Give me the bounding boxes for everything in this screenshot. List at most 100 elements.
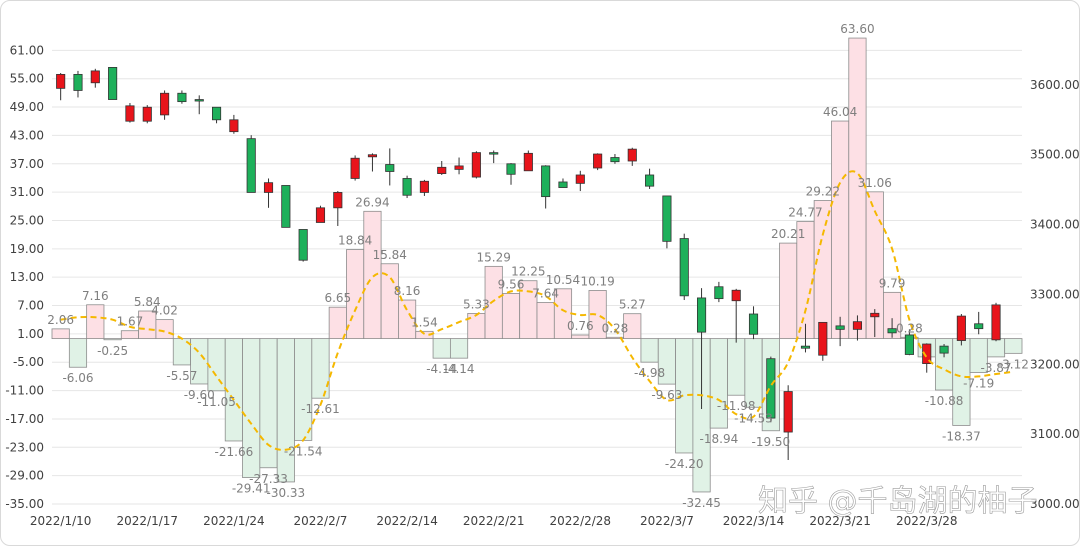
candle-body [541,165,551,198]
candle-body [333,192,343,209]
histogram-bar [883,291,902,340]
bar-data-label: -4.14 [426,362,457,376]
bar-data-label: -7.19 [963,377,994,391]
candle-body [748,313,759,335]
candle-body [108,67,118,100]
histogram-bar [259,338,278,469]
bar-data-label: -9.63 [651,388,682,402]
bar-data-label: -12.61 [301,402,340,416]
candle-body [194,99,204,102]
histogram-bar [51,328,70,340]
candle-body [558,181,568,188]
y-axis-left-tick-label: 61.00 [10,43,44,57]
bar-data-label: 15.84 [373,248,407,262]
histogram-bar [501,293,521,340]
histogram-bar [294,338,313,441]
histogram-bar [813,200,832,340]
candle-body [402,178,412,196]
y-axis-right-tick-label: 3500.00 [1030,148,1080,162]
histogram-bar [311,338,330,399]
x-axis-date-label: 2022/2/7 [294,514,348,528]
bar-data-label: -9.60 [184,388,215,402]
y-axis-left-tick-label: 1.00 [17,327,44,341]
candle-body [73,73,83,91]
histogram-bar [432,338,451,359]
candle-body [471,152,481,178]
candle-body [437,166,447,174]
histogram-bar [120,330,140,340]
candle-body [523,152,533,172]
candle-body [298,229,308,261]
candle-body [766,358,776,419]
bar-data-label: 1.54 [411,315,438,329]
bar-data-label: -4.14 [444,362,475,376]
candle-body [385,164,395,172]
x-axis-date-label: 2022/1/24 [203,514,265,528]
candle-body [818,321,828,356]
bar-data-label: -0.25 [97,344,128,358]
bar-data-label: 8.16 [394,284,421,298]
y-axis-left-tick-label: 49.00 [10,100,44,114]
bar-data-label: 5.84 [134,295,161,309]
bar-data-label: 12.25 [511,265,545,279]
histogram-bar [709,338,728,429]
candle-body [679,238,689,297]
bar-data-label: -6.06 [62,371,93,385]
bar-data-label: -3.87 [980,361,1011,375]
y-axis-left-tick-label: 43.00 [10,128,44,142]
candle-body [922,343,932,364]
histogram-bar [415,330,434,340]
candle-body [870,312,880,318]
bar-data-label: -4.98 [634,366,665,380]
bar-data-label: -29.41 [232,482,271,496]
y-axis-right-tick-label: 3100.00 [1030,427,1080,441]
histogram-bar [86,304,105,340]
candle-body [506,163,516,175]
x-axis-date-label: 2022/2/28 [550,514,612,528]
y-axis-left-tick-label: 7.00 [17,299,44,313]
candle-body [731,289,741,302]
bar-data-label: -5.57 [166,369,197,383]
histogram-bar [986,338,1006,358]
bar-series [51,37,1023,493]
bar-data-label: 9.79 [879,276,906,290]
candle-body [160,92,170,116]
axes: -35.00 -29.00 -23.00 -17.00 -11.00 -5.00 1.00 7… [5,43,1079,528]
bar-data-label: 29.22 [806,185,840,199]
bar-data-label: 31.06 [858,176,892,190]
candle-body [974,323,984,330]
bar-data-label: 1.67 [117,315,144,329]
y-axis-left-tick-label: -35.00 [5,497,44,511]
bar-data-label: -3.12 [998,357,1029,371]
candle-body [610,157,620,163]
x-axis-date-label: 2022/3/21 [809,514,871,528]
bar-data-label: 10.54 [546,273,580,287]
y-axis-right-tick-label: 3300.00 [1030,287,1080,301]
candle-body [852,321,863,330]
candle-body [367,154,378,158]
bar-data-label: 4.02 [151,304,178,318]
bar-data-label: -32.45 [682,496,721,510]
trend-line [60,170,1014,451]
candle-body [627,148,637,162]
y-axis-left-tick-label: -23.00 [5,440,44,454]
candle-body [177,92,187,103]
candle-body [783,391,793,433]
candle-body [350,157,360,179]
candle-body [645,174,655,187]
histogram-bar [779,242,798,340]
candle-body [887,328,897,334]
candle-body [454,165,464,170]
y-axis-right-tick-label: 3600.00 [1030,78,1080,92]
bar-data-label: 46.04 [823,105,857,119]
bar-data-label: -27.33 [249,472,288,486]
trend-line-series [60,170,1014,451]
histogram-bar [103,338,122,341]
candle-body [419,180,429,193]
candle-body [90,70,100,84]
bar-data-label: 6.65 [324,291,351,305]
histogram-bar [640,338,659,363]
bar-data-label: -30.33 [266,486,305,500]
histogram-bar [865,191,884,340]
y-axis-left-tick-label: 55.00 [10,72,44,86]
